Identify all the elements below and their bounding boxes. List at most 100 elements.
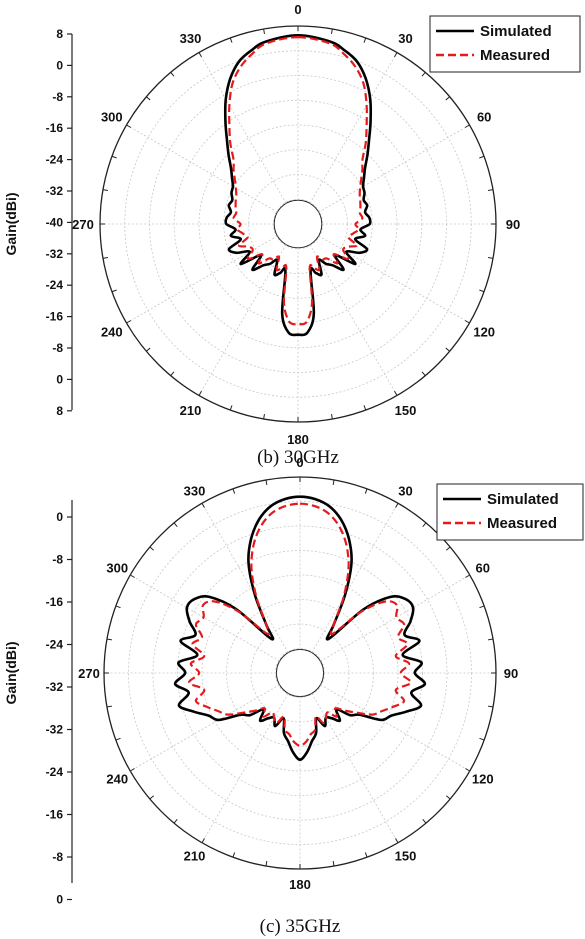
legend-label: Simulated: [480, 23, 552, 40]
polar-grid: [99, 25, 497, 423]
ring-tick: [149, 795, 155, 800]
angle-tick-label: 90: [506, 217, 520, 232]
ring-tick: [173, 818, 178, 824]
legend-label: Measured: [480, 47, 550, 64]
radial-tick-label: 0: [56, 372, 63, 386]
grid-ring: [99, 25, 497, 423]
grid-spoke: [318, 124, 470, 213]
ring-tick: [115, 605, 121, 609]
ring-tick: [445, 347, 450, 352]
legend-box: [436, 483, 584, 541]
angle-tick-label: 300: [106, 561, 128, 576]
angle-tick-label: 180: [287, 432, 309, 447]
radial-tick-label: -32: [46, 247, 64, 261]
ring-tick: [263, 413, 265, 420]
grid-spoke: [198, 244, 287, 396]
series-line-measured: [228, 36, 368, 326]
ring-tick: [422, 818, 427, 824]
ring-tick: [464, 124, 470, 128]
ring-tick: [363, 405, 367, 411]
radial-tick-label: 0: [56, 58, 63, 72]
grid-ring: [250, 623, 350, 723]
ring-tick: [422, 522, 427, 528]
grid-spoke: [201, 503, 289, 653]
y-axis-title: Gain(dBi): [3, 193, 19, 256]
ring-tick: [201, 503, 205, 508]
radial-tick-label: -32: [46, 680, 64, 694]
ring-tick: [364, 852, 368, 858]
ring-tick: [232, 852, 236, 858]
ring-tick: [130, 574, 135, 578]
ring-tick: [445, 96, 450, 101]
grid-ring: [226, 599, 374, 747]
ring-tick: [421, 371, 426, 376]
ring-tick: [465, 768, 470, 772]
ring-tick: [465, 574, 470, 578]
ring-tick: [332, 479, 335, 485]
ring-tick: [364, 488, 368, 494]
ring-tick: [229, 37, 233, 43]
grid-spoke: [198, 52, 287, 204]
grid-ring: [173, 99, 423, 349]
figure-caption: (c) 35GHz: [260, 916, 341, 937]
ring-tick: [102, 189, 109, 191]
grid-ring: [201, 574, 399, 772]
ring-tick: [126, 320, 132, 324]
radial-tick-label: 8: [56, 27, 63, 41]
grid-ring: [198, 124, 398, 324]
grid-ring: [272, 198, 324, 250]
ring-tick: [146, 347, 151, 352]
angle-tick-label: 240: [106, 772, 128, 787]
polar-grid: [103, 476, 497, 870]
ring-tick: [445, 795, 451, 800]
grid-spoke: [311, 503, 399, 653]
grid-spoke: [130, 684, 280, 772]
ring-tick: [198, 390, 202, 396]
angle-tick-label: 330: [184, 483, 206, 498]
ring-tick: [229, 405, 233, 411]
angle-tick-label: 0: [294, 2, 301, 17]
ring-tick: [170, 371, 175, 376]
ring-tick: [394, 52, 398, 58]
angle-tick-label: 330: [180, 31, 202, 46]
radial-tick-label: -24: [46, 638, 64, 652]
ring-tick: [265, 861, 268, 867]
outer-ring: [99, 25, 497, 423]
ring-tick: [421, 72, 426, 77]
radial-tick-label: -8: [52, 553, 63, 567]
ring-tick: [201, 838, 205, 843]
legend-label: Measured: [487, 515, 557, 532]
angle-tick-label: 210: [184, 849, 206, 864]
radial-tick-label: -32: [46, 723, 64, 737]
radial-tick-label: -8: [52, 90, 63, 104]
angle-tick-label: 60: [477, 110, 491, 125]
grid-spoke: [320, 574, 470, 662]
ring-tick: [479, 289, 485, 293]
legend: Simulated Measured: [436, 483, 584, 541]
ring-tick: [487, 257, 494, 259]
radial-tick-label: 0: [56, 893, 63, 907]
ring-tick: [488, 638, 494, 641]
series-line-simulated: [223, 34, 373, 337]
ring-tick: [464, 320, 470, 324]
radial-tick-label: -16: [46, 310, 64, 324]
angle-tick-label: 270: [72, 217, 94, 232]
angle-tick-label: 180: [289, 877, 311, 892]
ring-tick: [331, 28, 333, 35]
ring-tick: [479, 737, 485, 741]
ring-tick: [331, 413, 333, 420]
radial-tick-label: -16: [46, 808, 64, 822]
ring-tick: [106, 705, 112, 708]
radial-tick-label: -32: [46, 184, 64, 198]
ring-tick: [332, 861, 335, 867]
ring-tick: [232, 488, 236, 494]
grid-spoke: [126, 124, 278, 213]
polar-chart-35ghz: 0 30 60 90 120 150 180 210 240 270 300 330 0 -8 -16 -24…: [3, 455, 584, 937]
ring-tick: [395, 838, 399, 843]
radial-tick-label: 8: [56, 404, 63, 418]
angle-tick-label: 300: [101, 110, 123, 125]
ring-tick: [170, 72, 175, 77]
ring-tick: [111, 155, 117, 159]
radial-tick-label: -24: [46, 278, 64, 292]
